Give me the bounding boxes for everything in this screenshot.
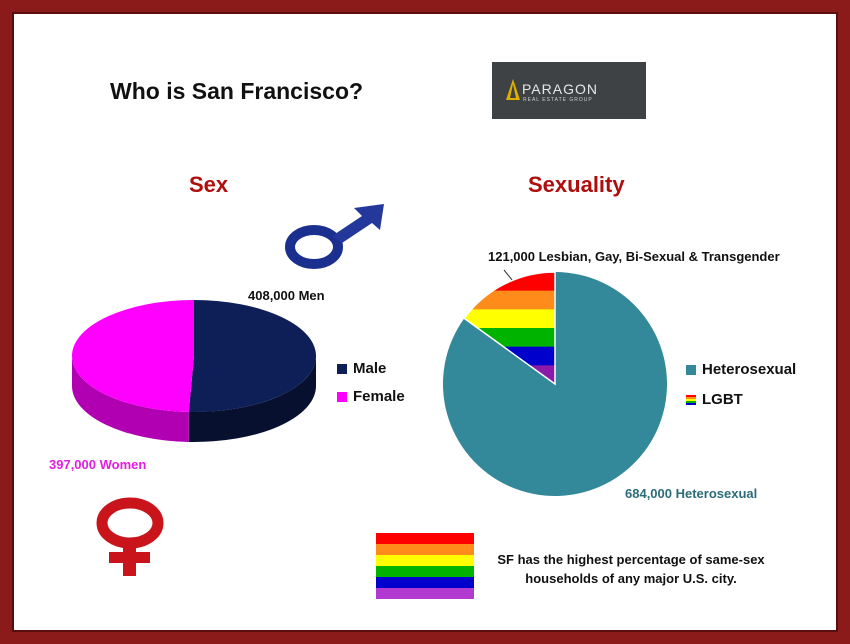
sex-pie-slice-female	[71, 300, 194, 412]
rainbow-flag-icon	[376, 533, 474, 599]
legend-label-heterosexual: Heterosexual	[702, 361, 797, 378]
legend-label-lgbt: LGBT	[702, 391, 743, 408]
note-line-1: SF has the highest percentage of same-se…	[497, 552, 765, 567]
logo-name: PARAGON	[522, 81, 598, 97]
sex-pie-side-male	[188, 356, 316, 442]
legend-label-female: Female	[353, 388, 405, 405]
sexuality-pie-chart	[443, 269, 667, 496]
sex-pie-slice-male	[188, 300, 316, 412]
note-line-2: households of any major U.S. city.	[525, 571, 737, 586]
sex-chart-title: Sex	[189, 172, 229, 197]
sex-pie-chart	[71, 300, 316, 442]
legend-swatch-heterosexual	[686, 365, 696, 375]
sex-pie-side-female	[72, 356, 189, 442]
men-data-label: 408,000 Men	[248, 288, 325, 303]
paragon-logo-icon	[506, 79, 520, 100]
female-symbol-icon	[96, 497, 164, 576]
male-symbol-icon	[285, 204, 384, 269]
legend-label-male: Male	[353, 360, 387, 377]
logo-subtitle: REAL ESTATE GROUP	[523, 97, 593, 103]
lgbt-data-label: 121,000 Lesbian, Gay, Bi-Sexual & Transg…	[488, 249, 780, 264]
sexuality-chart-title: Sexuality	[528, 172, 625, 197]
same-sex-note: SF has the highest percentage of same-se…	[486, 550, 776, 588]
paragon-logo: PARAGON REAL ESTATE GROUP	[492, 62, 646, 119]
legend-swatch-lgbt	[686, 395, 696, 405]
legend-swatch-male	[337, 364, 347, 374]
page-title: Who is San Francisco?	[110, 78, 364, 104]
legend-swatch-female	[337, 392, 347, 402]
heterosexual-data-label: 684,000 Heterosexual	[625, 486, 758, 501]
women-data-label: 397,000 Women	[49, 457, 147, 472]
